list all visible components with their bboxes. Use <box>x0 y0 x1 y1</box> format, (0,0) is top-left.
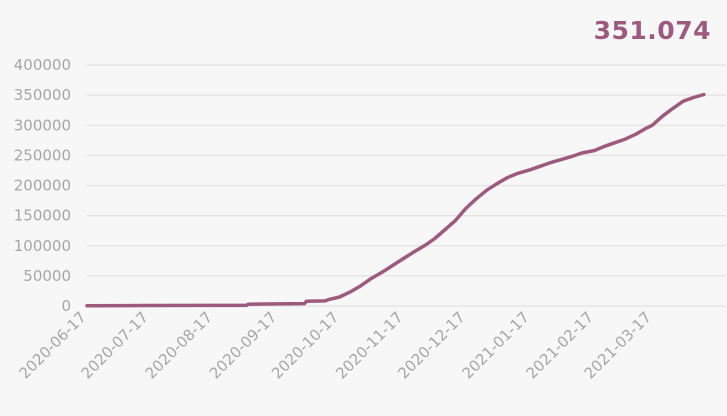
y-tick-label: 0 <box>61 297 71 315</box>
x-tick-label: 2021-01-17 <box>458 308 532 382</box>
series-group <box>85 92 706 308</box>
y-tick-label: 350000 <box>14 86 71 104</box>
y-tick-label: 200000 <box>14 177 71 195</box>
headline-value: 351.074 <box>593 16 711 45</box>
x-axis-ticks: 2020-06-172020-07-172020-08-172020-09-17… <box>15 308 655 382</box>
x-tick-label: 2020-12-17 <box>394 308 468 382</box>
series-line-0 <box>85 92 706 308</box>
y-axis-ticks: 0 50000 100000 150000 200000 250000 300000 3500… <box>14 56 71 315</box>
y-tick-label: 400000 <box>14 56 71 74</box>
y-tick-label: 300000 <box>14 116 71 134</box>
y-tick-label: 50000 <box>23 267 71 285</box>
y-tick-label: 100000 <box>14 237 71 255</box>
x-tick-label: 2020-10-17 <box>268 308 342 382</box>
y-tick-label: 150000 <box>14 207 71 225</box>
x-tick-label: 2020-07-17 <box>78 308 152 382</box>
x-tick-label: 2020-08-17 <box>142 308 216 382</box>
grid-lines <box>87 64 726 307</box>
y-tick-label: 250000 <box>14 146 71 164</box>
